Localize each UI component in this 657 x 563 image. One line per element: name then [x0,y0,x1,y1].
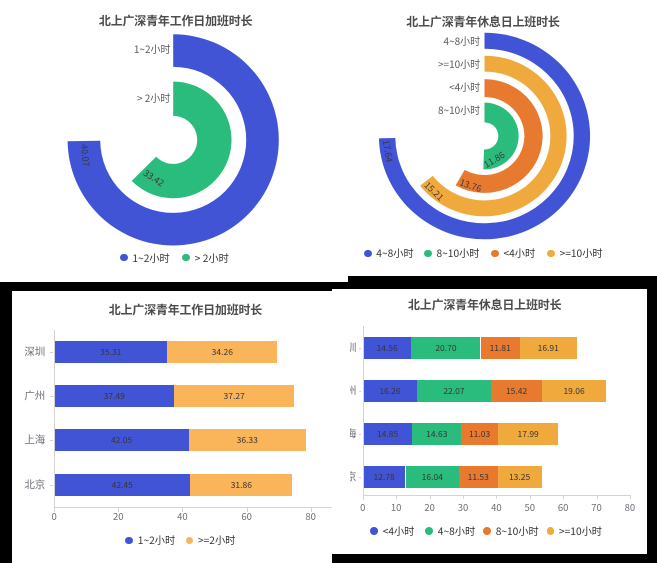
svg-text:17.64: 17.64 [380,139,397,163]
svg-text:40.07: 40.07 [78,143,93,167]
